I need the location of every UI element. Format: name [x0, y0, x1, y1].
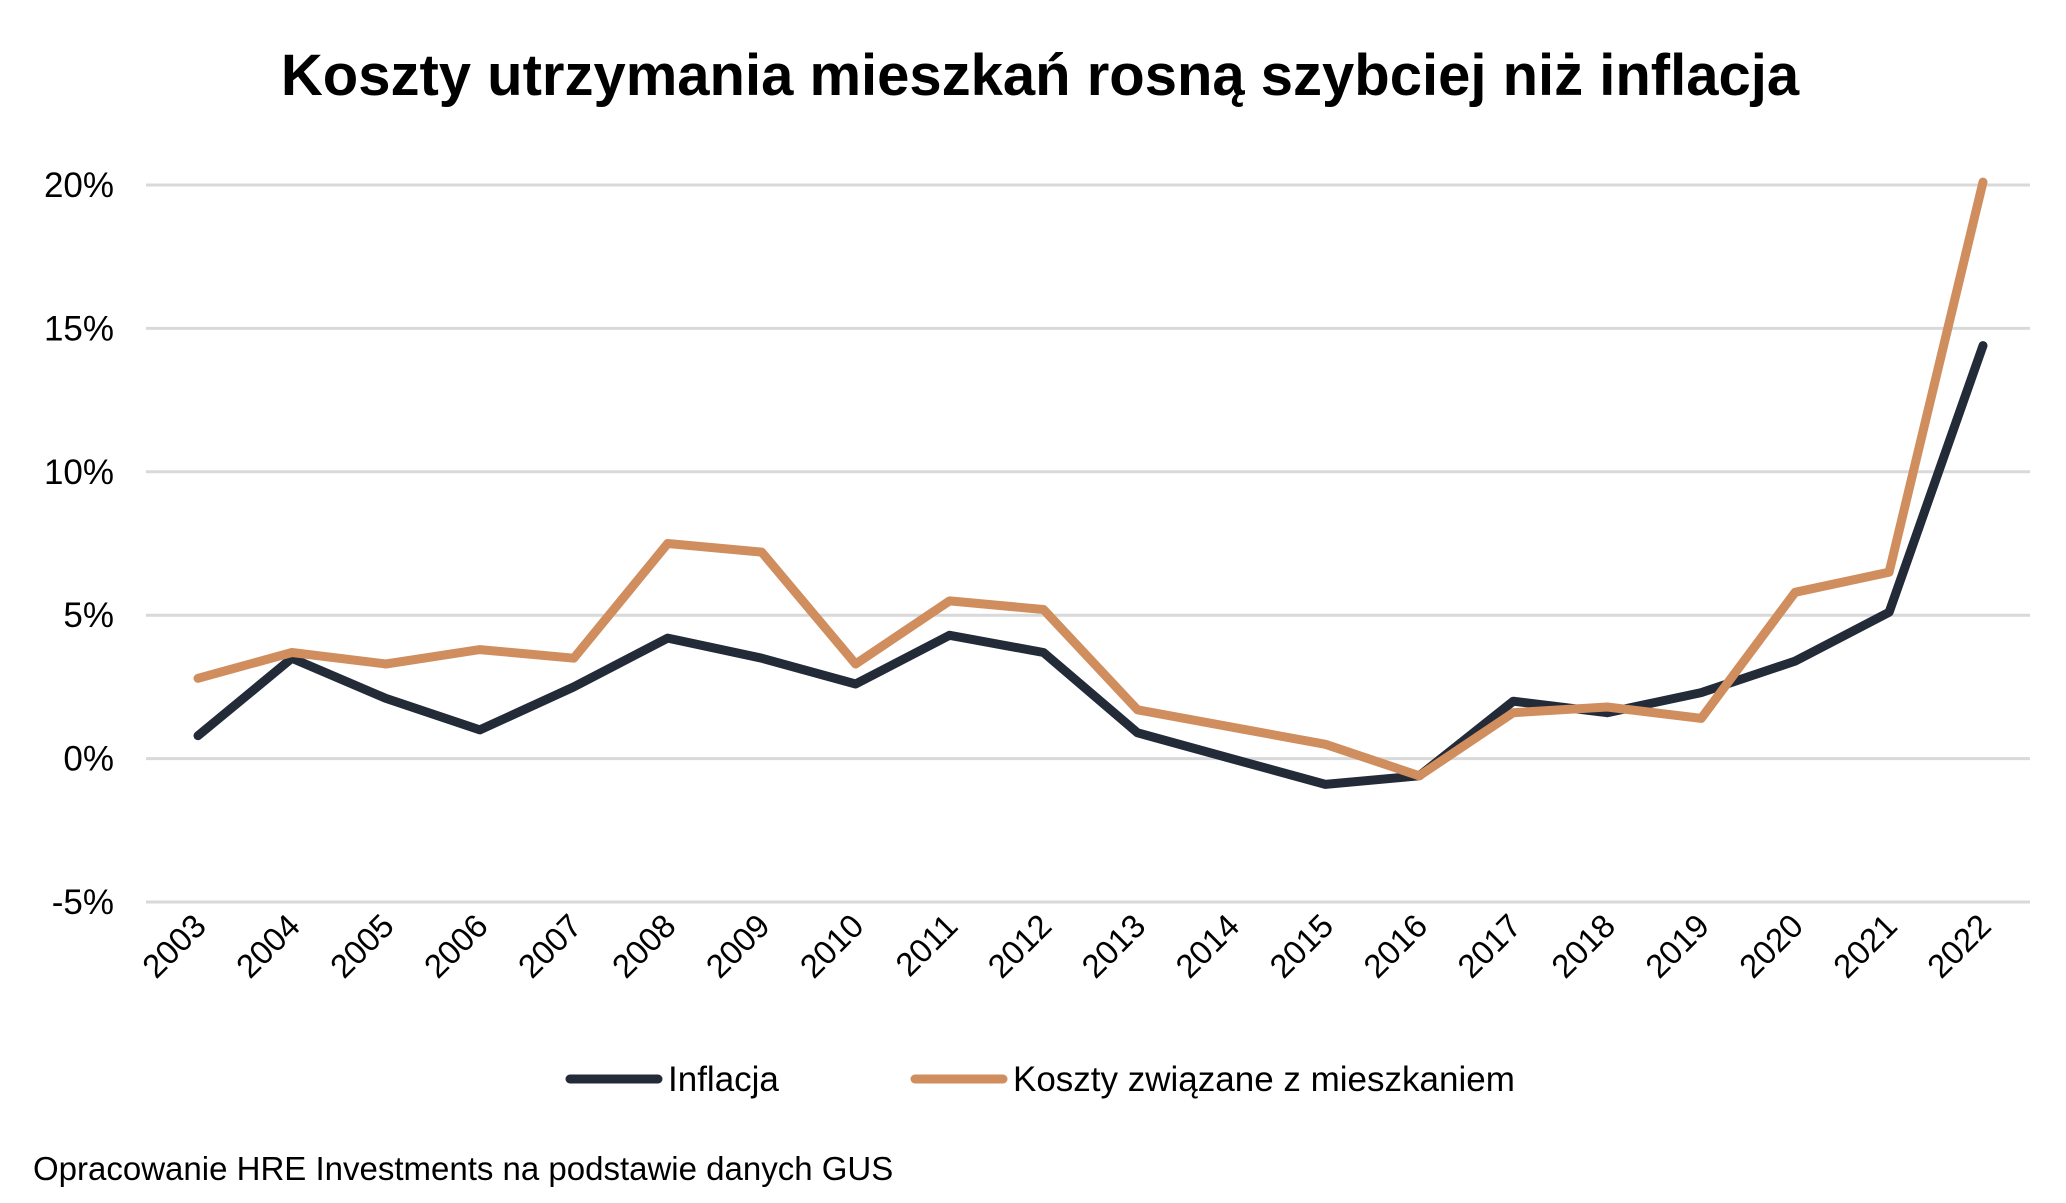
- x-tick-label: 2008: [605, 907, 683, 985]
- x-tick-label: 2006: [417, 907, 495, 985]
- x-tick-label: 2012: [980, 907, 1058, 985]
- chart-title: Koszty utrzymania mieszkań rosną szybcie…: [281, 43, 1800, 108]
- x-tick-label: 2022: [1920, 907, 1998, 985]
- x-tick-label: 2018: [1544, 907, 1622, 985]
- y-tick-label: 20%: [44, 166, 114, 205]
- x-tick-label: 2014: [1168, 907, 1246, 985]
- x-tick-label: 2004: [229, 907, 307, 985]
- y-axis-tick-labels: -5% 0% 5% 10% 15% 20%: [44, 166, 114, 922]
- x-tick-label: 2005: [323, 907, 401, 985]
- x-tick-label: 2009: [699, 907, 777, 985]
- legend: Inflacja Koszty związane z mieszkaniem: [565, 1060, 1515, 1099]
- x-tick-label: 2020: [1732, 907, 1810, 985]
- gridlines: [146, 183, 2030, 904]
- y-tick-label: 5%: [63, 596, 114, 635]
- x-tick-label: 2007: [511, 907, 589, 985]
- y-tick-label: 10%: [44, 453, 114, 492]
- y-tick-label: -5%: [52, 883, 114, 922]
- x-tick-label: 2011: [888, 907, 964, 983]
- series-line-koszty-mieszkaniowe: [193, 177, 1988, 781]
- x-axis-tick-labels: 2003 2004 2005 2006 2007 2008 2009 2010 2011 2012…: [135, 907, 1998, 985]
- x-tick-label: 2021: [1826, 907, 1904, 985]
- y-tick-label: 0%: [63, 740, 114, 779]
- x-tick-label: 2003: [135, 907, 213, 985]
- x-tick-label: 2017: [1450, 907, 1528, 985]
- legend-label: Inflacja: [668, 1060, 779, 1099]
- x-tick-label: 2019: [1638, 907, 1716, 985]
- x-tick-label: 2016: [1356, 907, 1434, 985]
- x-tick-label: 2013: [1074, 907, 1152, 985]
- series-lines: [193, 177, 1988, 789]
- series-line-inflacja: [193, 341, 1988, 789]
- x-tick-label: 2015: [1262, 907, 1340, 985]
- source-note: Opracowanie HRE Investments na podstawie…: [33, 1150, 893, 1187]
- x-tick-label: 2010: [793, 907, 871, 985]
- legend-label: Koszty związane z mieszkaniem: [1013, 1060, 1515, 1099]
- y-tick-label: 15%: [44, 309, 114, 348]
